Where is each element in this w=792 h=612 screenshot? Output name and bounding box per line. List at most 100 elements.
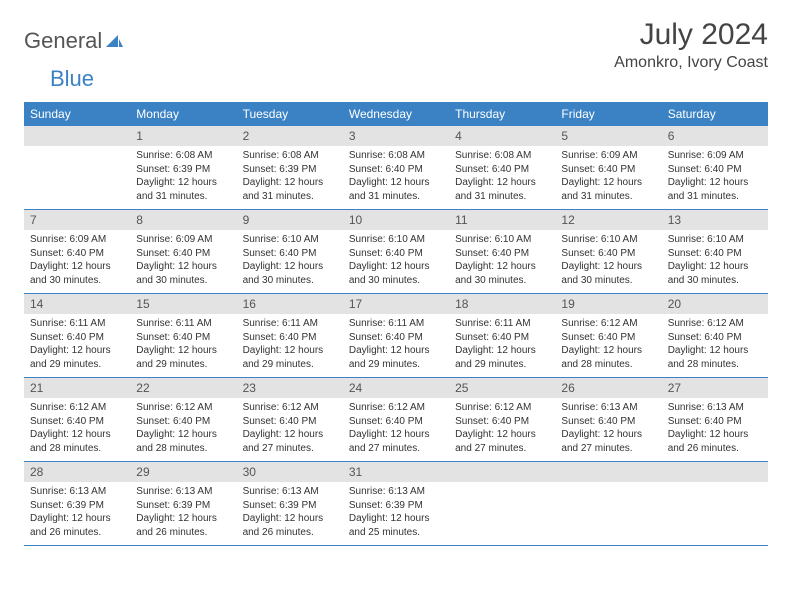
day-content: Sunrise: 6:13 AMSunset: 6:40 PMDaylight:… [555, 398, 661, 461]
day-number: 1 [130, 126, 236, 146]
calendar-table: Sunday Monday Tuesday Wednesday Thursday… [24, 102, 768, 546]
day-cell-num: 15 [130, 294, 236, 315]
day-number: 2 [237, 126, 343, 146]
daylight-text: Daylight: 12 hours and 29 minutes. [136, 344, 230, 371]
day-number: 16 [237, 294, 343, 314]
day-number: 21 [24, 378, 130, 398]
sunset-text: Sunset: 6:40 PM [136, 415, 230, 429]
day-cell-content: Sunrise: 6:08 AMSunset: 6:40 PMDaylight:… [343, 146, 449, 210]
weekday-header-row: Sunday Monday Tuesday Wednesday Thursday… [24, 102, 768, 126]
day-cell-content: Sunrise: 6:11 AMSunset: 6:40 PMDaylight:… [24, 314, 130, 378]
week-daynum-row: 78910111213 [24, 210, 768, 231]
weekday-header: Tuesday [237, 102, 343, 126]
day-number: 9 [237, 210, 343, 230]
day-number: 27 [662, 378, 768, 398]
sunset-text: Sunset: 6:40 PM [668, 163, 762, 177]
day-cell-content: Sunrise: 6:13 AMSunset: 6:40 PMDaylight:… [662, 398, 768, 462]
day-cell-content: Sunrise: 6:12 AMSunset: 6:40 PMDaylight:… [343, 398, 449, 462]
sunset-text: Sunset: 6:40 PM [455, 415, 549, 429]
day-cell-num [662, 462, 768, 483]
day-cell-content: Sunrise: 6:08 AMSunset: 6:40 PMDaylight:… [449, 146, 555, 210]
day-content: Sunrise: 6:08 AMSunset: 6:40 PMDaylight:… [343, 146, 449, 209]
daylight-text: Daylight: 12 hours and 26 minutes. [668, 428, 762, 455]
day-cell-content: Sunrise: 6:09 AMSunset: 6:40 PMDaylight:… [662, 146, 768, 210]
day-cell-num: 25 [449, 378, 555, 399]
day-content: Sunrise: 6:12 AMSunset: 6:40 PMDaylight:… [130, 398, 236, 461]
day-cell-content [24, 146, 130, 210]
day-content: Sunrise: 6:13 AMSunset: 6:39 PMDaylight:… [130, 482, 236, 545]
daylight-text: Daylight: 12 hours and 28 minutes. [668, 344, 762, 371]
day-cell-num [555, 462, 661, 483]
day-cell-num: 13 [662, 210, 768, 231]
sunset-text: Sunset: 6:39 PM [30, 499, 124, 513]
sunrise-text: Sunrise: 6:13 AM [136, 485, 230, 499]
sunrise-text: Sunrise: 6:08 AM [243, 149, 337, 163]
logo-text-general: General [24, 28, 102, 54]
daylight-text: Daylight: 12 hours and 30 minutes. [136, 260, 230, 287]
sunrise-text: Sunrise: 6:11 AM [455, 317, 549, 331]
week-content-row: Sunrise: 6:12 AMSunset: 6:40 PMDaylight:… [24, 398, 768, 462]
day-content: Sunrise: 6:12 AMSunset: 6:40 PMDaylight:… [24, 398, 130, 461]
day-number: 8 [130, 210, 236, 230]
day-content: Sunrise: 6:08 AMSunset: 6:39 PMDaylight:… [130, 146, 236, 209]
sunset-text: Sunset: 6:40 PM [561, 247, 655, 261]
day-cell-num: 3 [343, 126, 449, 146]
daylight-text: Daylight: 12 hours and 29 minutes. [243, 344, 337, 371]
sunset-text: Sunset: 6:40 PM [243, 331, 337, 345]
day-content: Sunrise: 6:11 AMSunset: 6:40 PMDaylight:… [237, 314, 343, 377]
day-content: Sunrise: 6:09 AMSunset: 6:40 PMDaylight:… [555, 146, 661, 209]
day-cell-num: 4 [449, 126, 555, 146]
daylight-text: Daylight: 12 hours and 29 minutes. [455, 344, 549, 371]
day-cell-num: 6 [662, 126, 768, 146]
sunset-text: Sunset: 6:40 PM [668, 331, 762, 345]
sunset-text: Sunset: 6:40 PM [668, 247, 762, 261]
day-cell-num: 24 [343, 378, 449, 399]
day-cell-num: 8 [130, 210, 236, 231]
sunrise-text: Sunrise: 6:12 AM [455, 401, 549, 415]
day-content: Sunrise: 6:13 AMSunset: 6:39 PMDaylight:… [24, 482, 130, 545]
sunrise-text: Sunrise: 6:10 AM [243, 233, 337, 247]
sunset-text: Sunset: 6:40 PM [243, 247, 337, 261]
sunrise-text: Sunrise: 6:10 AM [561, 233, 655, 247]
logo-sail-icon [104, 33, 124, 49]
day-number: 5 [555, 126, 661, 146]
day-cell-content: Sunrise: 6:11 AMSunset: 6:40 PMDaylight:… [237, 314, 343, 378]
day-number: 30 [237, 462, 343, 482]
day-content: Sunrise: 6:12 AMSunset: 6:40 PMDaylight:… [343, 398, 449, 461]
day-number: 22 [130, 378, 236, 398]
sunrise-text: Sunrise: 6:13 AM [668, 401, 762, 415]
day-cell-num: 18 [449, 294, 555, 315]
title-block: July 2024 Amonkro, Ivory Coast [614, 18, 768, 72]
day-content: Sunrise: 6:13 AMSunset: 6:39 PMDaylight:… [343, 482, 449, 545]
daylight-text: Daylight: 12 hours and 28 minutes. [561, 344, 655, 371]
day-number: 6 [662, 126, 768, 146]
day-number: 13 [662, 210, 768, 230]
sunset-text: Sunset: 6:40 PM [349, 247, 443, 261]
day-content: Sunrise: 6:13 AMSunset: 6:40 PMDaylight:… [662, 398, 768, 461]
day-cell-content: Sunrise: 6:13 AMSunset: 6:39 PMDaylight:… [343, 482, 449, 546]
daylight-text: Daylight: 12 hours and 30 minutes. [455, 260, 549, 287]
weekday-header: Thursday [449, 102, 555, 126]
day-number: 18 [449, 294, 555, 314]
sunrise-text: Sunrise: 6:12 AM [136, 401, 230, 415]
day-cell-content: Sunrise: 6:10 AMSunset: 6:40 PMDaylight:… [555, 230, 661, 294]
day-cell-content: Sunrise: 6:09 AMSunset: 6:40 PMDaylight:… [130, 230, 236, 294]
weekday-header: Wednesday [343, 102, 449, 126]
weekday-header: Sunday [24, 102, 130, 126]
daylight-text: Daylight: 12 hours and 25 minutes. [349, 512, 443, 539]
daylight-text: Daylight: 12 hours and 27 minutes. [349, 428, 443, 455]
day-cell-num: 10 [343, 210, 449, 231]
week-content-row: Sunrise: 6:08 AMSunset: 6:39 PMDaylight:… [24, 146, 768, 210]
day-cell-num: 16 [237, 294, 343, 315]
day-number: 14 [24, 294, 130, 314]
week-daynum-row: 123456 [24, 126, 768, 146]
day-cell-content: Sunrise: 6:11 AMSunset: 6:40 PMDaylight:… [343, 314, 449, 378]
day-number: 20 [662, 294, 768, 314]
day-cell-content: Sunrise: 6:13 AMSunset: 6:39 PMDaylight:… [24, 482, 130, 546]
sunrise-text: Sunrise: 6:13 AM [30, 485, 124, 499]
day-content: Sunrise: 6:10 AMSunset: 6:40 PMDaylight:… [662, 230, 768, 293]
week-daynum-row: 14151617181920 [24, 294, 768, 315]
day-content: Sunrise: 6:13 AMSunset: 6:39 PMDaylight:… [237, 482, 343, 545]
day-cell-num: 26 [555, 378, 661, 399]
day-cell-num: 12 [555, 210, 661, 231]
